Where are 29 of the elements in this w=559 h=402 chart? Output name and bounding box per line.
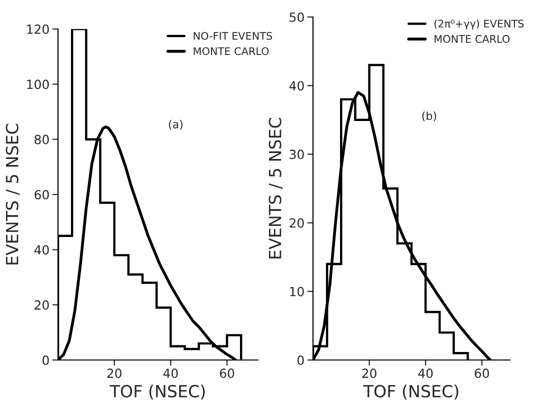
y-tick-label: 100 (27, 80, 49, 90)
x-tick-label: 40 (418, 368, 433, 378)
legend-label: MONTE CARLO (434, 34, 510, 43)
x-axis-title: TOF (NSEC) (363, 384, 458, 400)
legend-label: NO-FIT EVENTS (194, 32, 272, 40)
y-tick-label: 40 (34, 245, 49, 255)
legend-label: (2π⁰+γγ) EVENTS (434, 20, 524, 30)
y-tick-label: 0 (298, 355, 304, 365)
y-tick-label: 120 (27, 24, 49, 34)
y-tick-label: 0 (42, 355, 49, 365)
x-tick-label: 20 (107, 368, 122, 378)
y-tick-label: 20 (34, 300, 49, 310)
y-tick-label: 30 (290, 150, 304, 160)
annotation: (a) (168, 120, 183, 130)
y-tick-label: 10 (290, 286, 304, 296)
y-tick-label: 80 (34, 134, 49, 144)
y-tick-label: 40 (289, 81, 304, 91)
x-tick-label: 40 (163, 368, 178, 378)
y-tick-label: 50 (290, 12, 304, 22)
x-tick-label: 60 (474, 368, 489, 378)
x-tick-label: 60 (220, 368, 234, 378)
x-axis-title: TOF (NSEC) (110, 384, 205, 400)
y-tick-label: 20 (290, 218, 304, 228)
y-axis-title: EVENTS / 5 NSEC (6, 124, 20, 264)
legend-label: MONTE CARLO (194, 47, 269, 56)
x-tick-label: 20 (362, 368, 376, 378)
y-axis-title: EVENTS / 5 NSEC (268, 118, 283, 258)
y-tick-label: 60 (34, 190, 49, 200)
annotation: (b) (422, 111, 436, 122)
